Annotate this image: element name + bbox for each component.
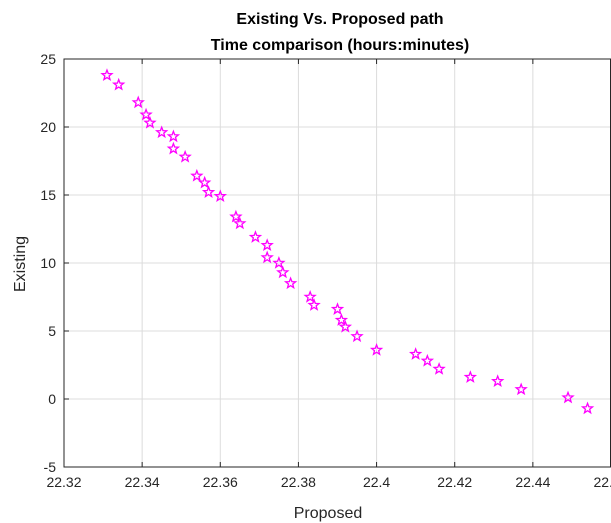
y-tick-label: 0: [48, 391, 56, 407]
data-point: [303, 289, 317, 303]
x-tick-label: 22.42: [437, 474, 472, 490]
data-point: [369, 342, 384, 356]
data-point: [190, 168, 204, 182]
data-point: [229, 209, 243, 223]
x-tick-label: 22.32: [46, 474, 81, 490]
data-point: [283, 276, 298, 290]
x-tick-label: 22.34: [125, 474, 160, 490]
data-point: [131, 95, 145, 109]
data-point: [111, 77, 126, 91]
x-axis-label: Proposed: [294, 505, 363, 522]
data-point: [260, 250, 274, 264]
y-tick-label: 20: [40, 119, 56, 135]
x-tick-label: 22.4: [363, 474, 390, 490]
data-point: [260, 238, 274, 252]
data-point: [307, 298, 321, 311]
data-point: [334, 313, 349, 326]
y-tick-label: 10: [40, 255, 56, 271]
data-point: [514, 382, 528, 396]
data-point: [166, 129, 181, 143]
chart-title: Existing Vs. Proposed path: [236, 11, 443, 28]
y-tick-label: 25: [40, 51, 56, 67]
data-point: [100, 68, 114, 82]
data-point: [248, 230, 263, 243]
data-point: [154, 125, 169, 139]
x-tick-label: 22.36: [203, 474, 238, 490]
data-point: [139, 107, 153, 121]
chart-subtitle: Time comparison (hours:minutes): [211, 37, 469, 54]
data-point: [463, 370, 478, 383]
data-point: [350, 329, 364, 343]
data-point: [408, 347, 423, 360]
data-point: [420, 353, 435, 367]
x-tick-label: 22.46: [593, 474, 611, 490]
data-point: [276, 265, 290, 279]
data-point: [213, 189, 227, 203]
x-tick-label: 22.44: [515, 474, 550, 490]
data-point: [233, 216, 247, 230]
data-point: [561, 390, 575, 404]
data-point: [166, 141, 181, 155]
data-point: [201, 185, 216, 198]
data-point: [330, 302, 345, 315]
data-point: [272, 255, 286, 269]
data-point: [178, 149, 192, 163]
y-tick-label: -5: [44, 459, 57, 475]
data-point: [491, 374, 505, 388]
y-axis-label: Existing: [12, 236, 29, 292]
data-point: [580, 401, 595, 415]
y-tick-label: 15: [40, 187, 56, 203]
data-point: [338, 319, 353, 333]
data-point: [143, 115, 157, 129]
data-point: [432, 362, 446, 375]
x-tick-label: 22.38: [281, 474, 316, 490]
data-markers: [100, 68, 595, 415]
data-point: [197, 175, 212, 189]
y-tick-label: 5: [48, 323, 56, 339]
tick-labels: 22.32 22.34 22.36 22.38 22.4 22.42 22.44 22.46 -…: [40, 51, 611, 490]
